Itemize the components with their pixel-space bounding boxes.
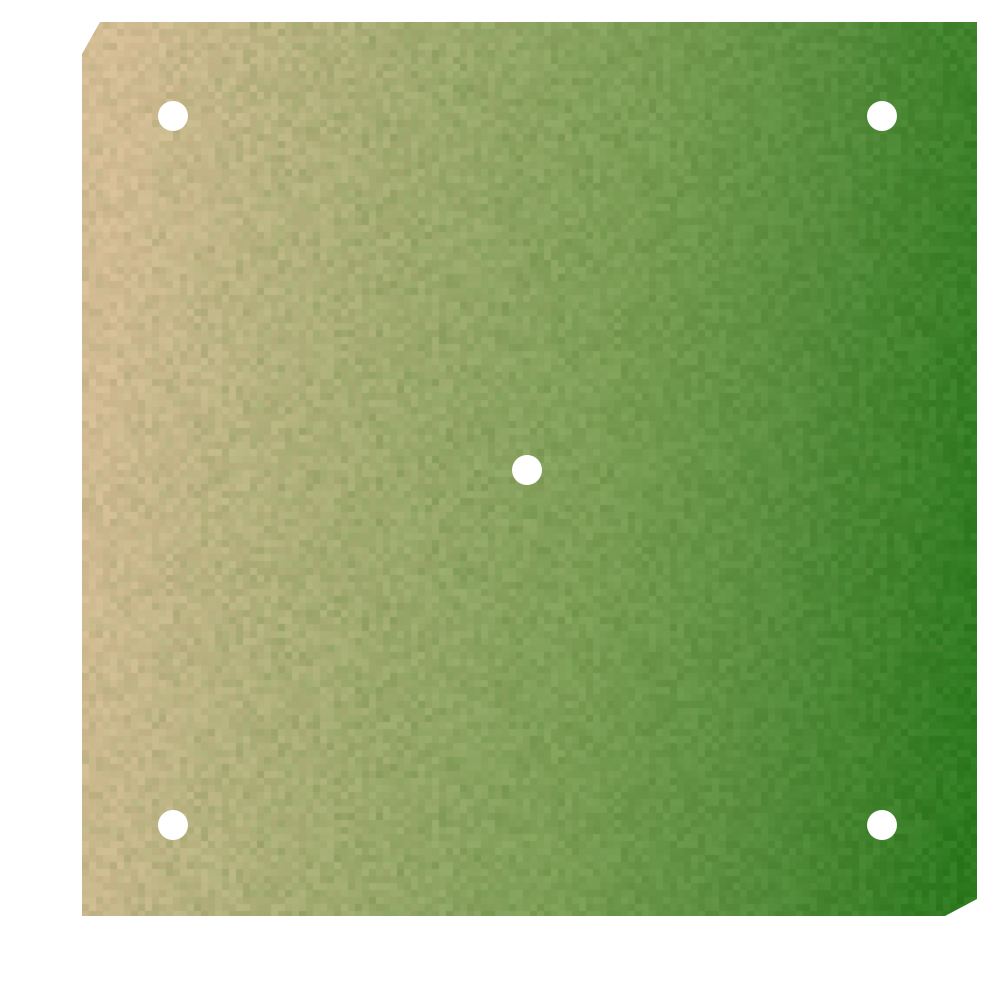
marker-dot-bottom-left	[158, 810, 188, 840]
marker-dot-center	[512, 455, 542, 485]
marker-dot-top-right	[867, 101, 897, 131]
corner-notch-bottom-right	[945, 899, 977, 916]
marker-dot-top-left	[158, 101, 188, 131]
corner-notch-top-left	[82, 22, 100, 54]
marker-dot-bottom-right	[867, 810, 897, 840]
